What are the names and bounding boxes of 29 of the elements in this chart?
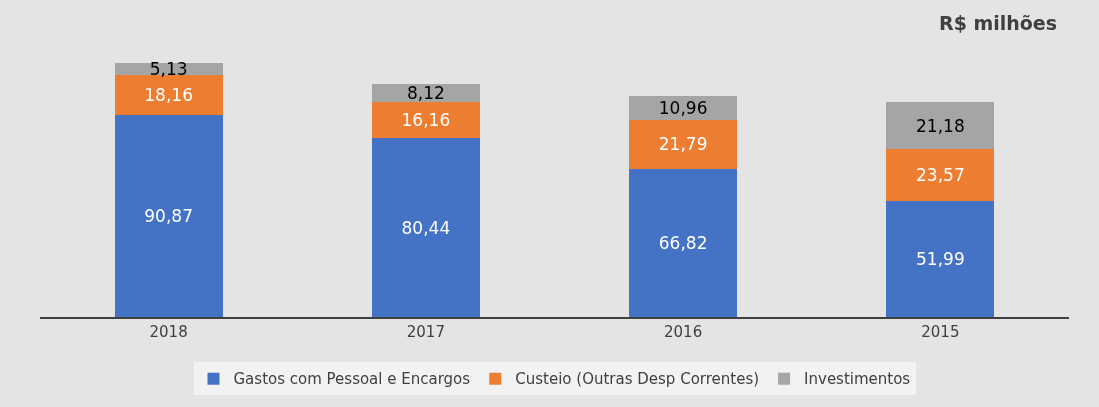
data-label: 90,87 — [144, 206, 193, 227]
legend-label: Investimentos — [804, 370, 911, 389]
bar — [114, 63, 223, 75]
data-label: 21,79 — [658, 134, 708, 155]
bar — [629, 168, 738, 317]
data-label: 66,82 — [658, 232, 708, 253]
data-label: 10,96 — [658, 97, 708, 118]
bar — [371, 102, 480, 139]
bar — [629, 120, 738, 169]
x-tick-label: 2018 — [149, 323, 188, 341]
x-tick-label: 2016 — [664, 323, 703, 341]
data-label: 8,12 — [406, 83, 445, 104]
data-label: 23,57 — [916, 165, 965, 186]
bar — [114, 115, 223, 317]
x-tick-label: 2017 — [406, 323, 445, 341]
bar — [371, 138, 480, 317]
bar — [886, 149, 995, 202]
data-label: 16,16 — [401, 110, 451, 131]
chart-title: R$ milhões — [939, 12, 1058, 34]
data-label: 21,18 — [916, 115, 965, 136]
bar — [886, 102, 995, 150]
data-label: 18,16 — [144, 84, 193, 105]
data-label: 80,44 — [401, 217, 451, 238]
data-label: 51,99 — [916, 249, 965, 270]
legend-label: Custeio (Outras Desp Correntes) — [515, 370, 760, 389]
bar — [886, 201, 995, 317]
legend-label: Gastos com Pessoal e Encargos — [233, 370, 471, 389]
data-label: 5,13 — [149, 59, 188, 80]
x-tick-label: 2015 — [921, 323, 960, 341]
